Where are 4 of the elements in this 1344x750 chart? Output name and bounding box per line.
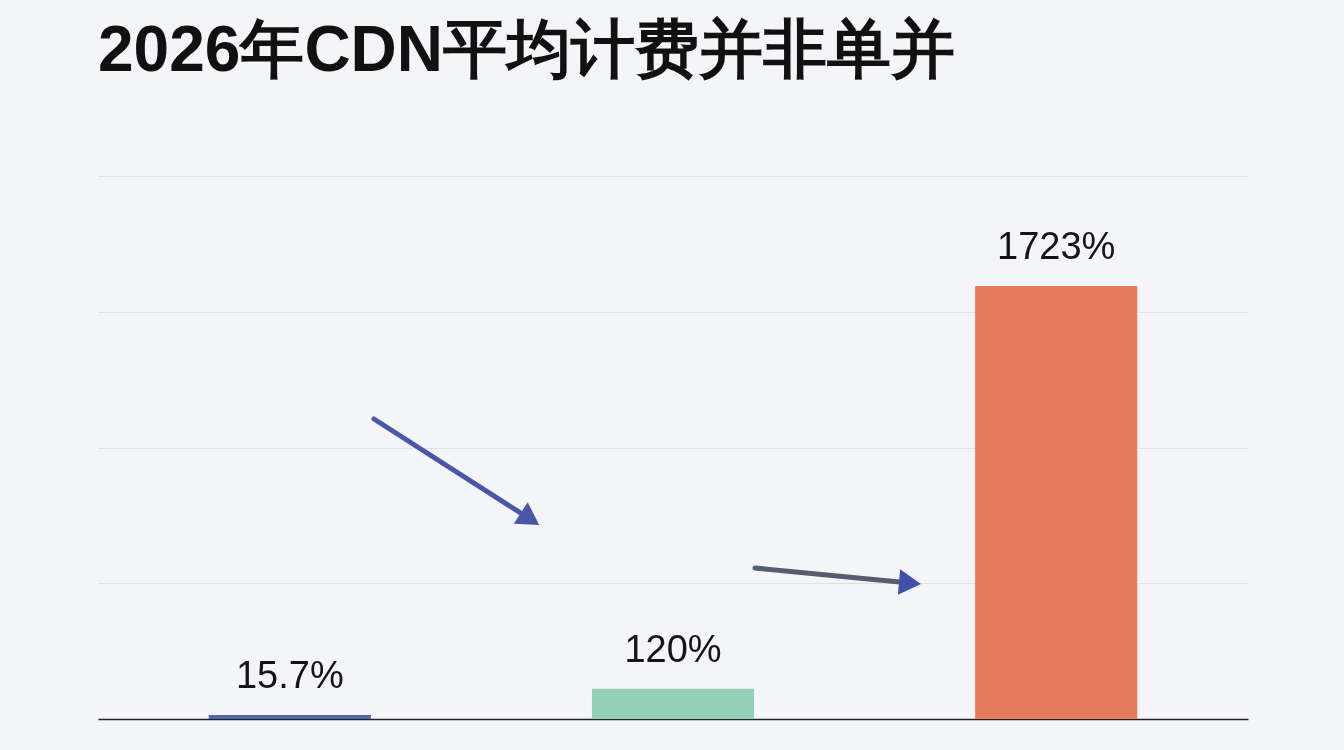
data-label: 15.7% — [235, 654, 344, 697]
data-label: 1723% — [997, 224, 1116, 267]
chart-title: 2026年CDN平均计费并非单并 — [98, 13, 956, 85]
data-label: 120% — [624, 627, 722, 670]
